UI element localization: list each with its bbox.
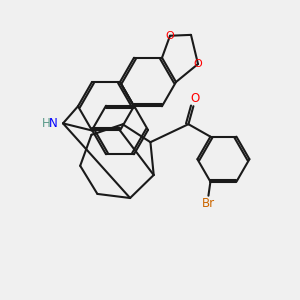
- Text: O: O: [166, 31, 174, 41]
- Text: N: N: [49, 117, 58, 130]
- Text: H: H: [42, 117, 51, 130]
- Text: Br: Br: [202, 197, 215, 210]
- Text: O: O: [194, 59, 202, 69]
- Text: O: O: [191, 92, 200, 105]
